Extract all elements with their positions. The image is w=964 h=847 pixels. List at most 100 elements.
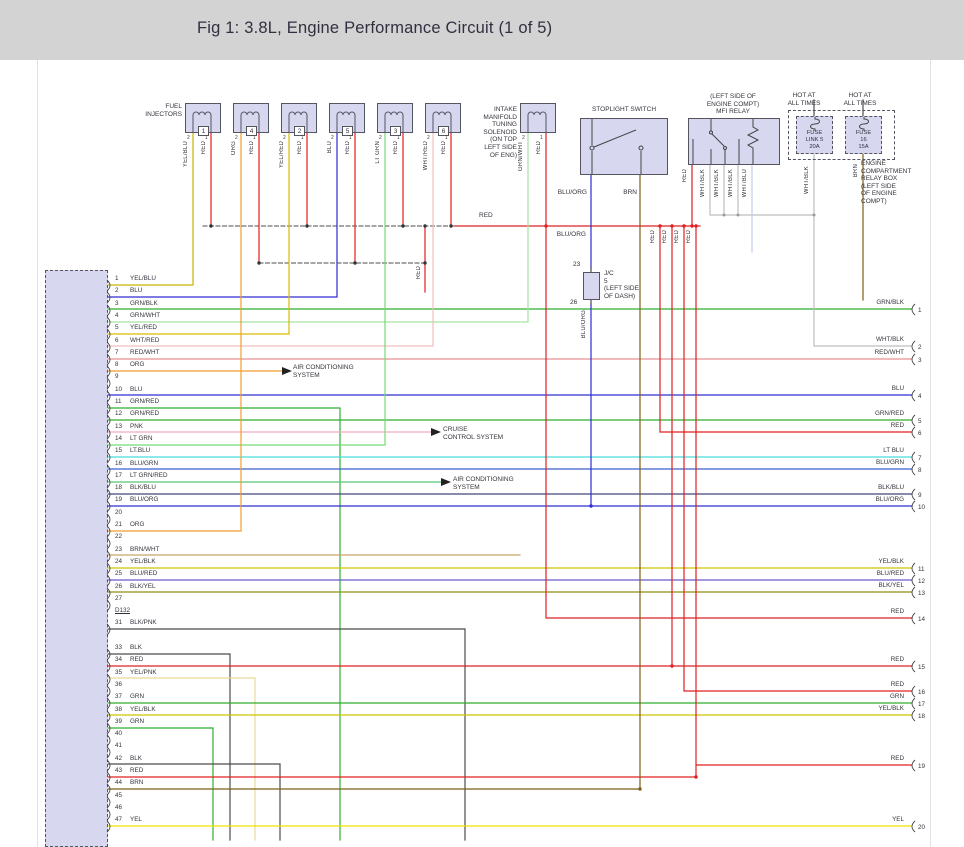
pin-bracket (106, 550, 111, 562)
injector-pin-number: 1 (253, 135, 256, 141)
coil-symbol (432, 111, 452, 132)
left-pin-43: 43 RED (106, 767, 196, 784)
left-pin-6: 6 WHT/RED (106, 337, 196, 354)
left-pin-13: 13 PNK (106, 423, 196, 440)
pin-bracket (106, 341, 111, 353)
wire-label-rotated: RED (674, 230, 680, 244)
left-pin-21: 21 ORG (106, 521, 196, 538)
left-pin-46: 46 (106, 804, 196, 821)
coil-symbol (288, 111, 308, 132)
right-pin-15: RED 15 (890, 656, 926, 673)
pin-bracket (106, 673, 111, 685)
wire-label-rotated: RED (345, 141, 351, 155)
pin-bracket (106, 427, 111, 439)
pin-bracket (106, 488, 111, 501)
left-pin-22: 22 (106, 533, 196, 550)
solenoid-pin-number: 1 (540, 135, 543, 141)
pin-bracket (106, 796, 111, 808)
right-pin-5: GRN/RED 5 (874, 410, 922, 427)
engine-compartment-relay-box-outline (788, 110, 895, 160)
junction-connector-box (583, 272, 600, 300)
pin-bracket (911, 389, 916, 402)
bus-wires (202, 225, 701, 264)
pin-bracket (911, 612, 916, 625)
solenoid-pin-number: 2 (522, 135, 525, 141)
injector-pin-number: 2 (331, 135, 334, 141)
pin-bracket (106, 537, 111, 550)
right-pin-9: BLK/BLU 9 (878, 484, 922, 501)
relay-symbol (692, 119, 760, 164)
pcm-connector-box (45, 270, 108, 847)
pin-bracket (106, 378, 111, 390)
pin-bracket (106, 697, 111, 710)
right-pin-13: BLK/YEL 13 (878, 582, 926, 599)
stoplight-switch-box (580, 118, 668, 175)
pin-bracket (911, 660, 916, 673)
pin-bracket (911, 451, 916, 464)
wire-label-rotated: WHT/BLK (804, 166, 810, 195)
wire-label-rotated: RED (297, 141, 303, 155)
pin-bracket (106, 501, 111, 513)
injector-pin-number: 2 (235, 135, 238, 141)
left-pin-47: 47 YEL (106, 816, 196, 833)
pin-bracket (106, 279, 111, 292)
wire-label-rotated: WHT/BLK (714, 169, 720, 198)
pin-bracket (911, 759, 916, 772)
left-pin-11: 11 GRN/RED (106, 398, 196, 415)
pin-bracket (911, 685, 916, 698)
stoplight-wire-label: BRN (623, 189, 637, 196)
pin-bracket (106, 685, 111, 698)
pin-bracket (911, 500, 916, 513)
ac-system-label: AIR CONDITIONING SYSTEM (293, 364, 354, 379)
wire-label-rotated: WHT/BLU (742, 169, 748, 198)
wire-label-rotated: RED (682, 169, 688, 183)
left-pin-16: 16 BLU/GRN (106, 460, 196, 477)
coil-symbol (336, 111, 356, 132)
intake-solenoid-label: INTAKE MANIFOLD TUNING SOLENOID (ON TOP LEFT … (483, 106, 517, 159)
pin-bracket (911, 574, 916, 587)
jc-pin-top-label: 23 (573, 261, 581, 268)
injector-pin-number: 2 (187, 135, 190, 141)
right-pin-7: LT BLU 7 (883, 447, 922, 464)
pin-bracket (911, 709, 916, 722)
right-pin-1: GRN/BLK 1 (876, 299, 922, 316)
pin-bracket (106, 562, 111, 575)
injector-pin-number: 2 (379, 135, 382, 141)
coil-symbol (527, 111, 547, 132)
injector-number: 1 (198, 126, 209, 136)
pin-bracket (106, 722, 111, 735)
branch-arrows (282, 367, 451, 486)
pin-bracket (106, 353, 111, 366)
right-pin-6: RED 6 (890, 422, 922, 439)
pin-bracket (106, 451, 111, 464)
mid-red-wires (659, 164, 913, 778)
injector-number: 5 (342, 126, 353, 136)
right-pin-18: YEL/BLK 18 (878, 705, 926, 722)
pin-bracket (106, 710, 111, 722)
fuse-icon (810, 117, 820, 131)
pin-bracket (106, 599, 111, 612)
stoplight-wire-label: BLU/ORG (556, 231, 586, 238)
right-pin-11: YEL/BLK 11 (878, 558, 925, 575)
pin-bracket (911, 820, 916, 833)
pin-bracket (106, 476, 111, 489)
right-pin-17: GRN 17 (890, 693, 926, 710)
injector-pin-number: 1 (205, 135, 208, 141)
jc-pin-bottom-label: 26 (570, 299, 578, 306)
page-frame (37, 60, 931, 847)
pin-bracket (911, 562, 916, 575)
red-bus-label: RED (479, 212, 493, 219)
relay-fuse-wires (590, 99, 913, 347)
fuel-injector-5: 5 2 1 (329, 103, 365, 141)
fuel-injector-1: 1 2 1 (185, 103, 221, 141)
wire-label-rotated: RED (650, 230, 656, 244)
wire-label-rotated: RED (686, 230, 692, 244)
pin-bracket (911, 488, 916, 501)
wire-label-rotated: RED (536, 141, 542, 155)
injector-pin-number: 1 (397, 135, 400, 141)
right-pin-2: WHT/BLK 2 (876, 336, 922, 353)
left-pin-8: 8 ORG (106, 361, 196, 378)
